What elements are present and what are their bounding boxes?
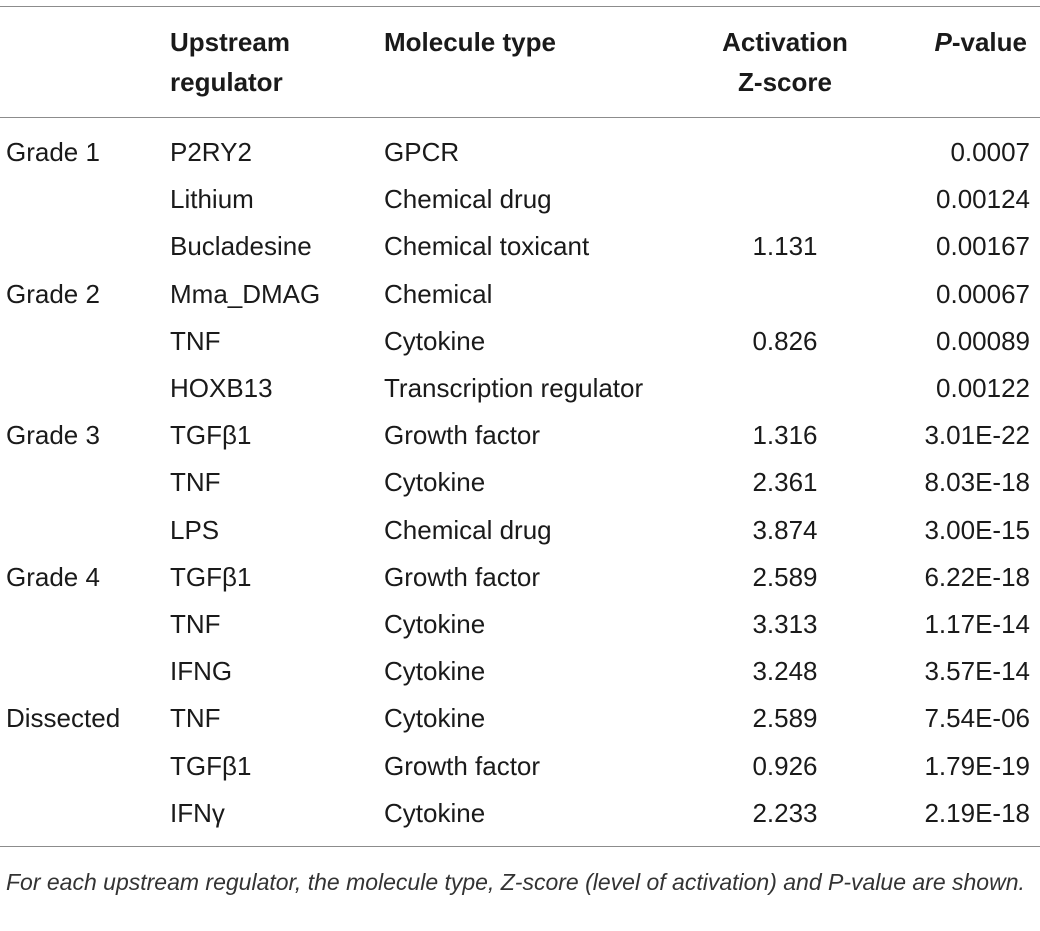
row-upstream-regulator: IFNG <box>170 656 233 687</box>
header-bottom-rule <box>0 117 1040 118</box>
row-upstream-regulator: Bucladesine <box>170 231 312 262</box>
row-molecule-type: Cytokine <box>384 703 486 734</box>
row-zscore: 1.131 <box>752 231 818 262</box>
row-molecule-type: Chemical drug <box>384 514 552 545</box>
row-molecule-type: Chemical <box>384 278 493 309</box>
row-p-value: 0.0007 <box>950 137 1030 167</box>
row-p-value: 2.19E-18 <box>924 797 1030 828</box>
row-p-value: 1.79E-19 <box>924 750 1030 781</box>
row-upstream-regulator: TGFβ1 <box>170 420 252 451</box>
row-p-value: 1.17E-14 <box>924 609 1030 639</box>
row-upstream-regulator: HOXB13 <box>170 373 273 403</box>
row-p-value: 0.00067 <box>936 278 1030 309</box>
row-zscore: 3.313 <box>752 609 818 639</box>
row-upstream-regulator: LPS <box>170 514 220 545</box>
row-p-value: 0.00089 <box>936 325 1030 356</box>
row-molecule-type: Cytokine <box>384 609 486 639</box>
header-activation-zscore: Activation Z-score <box>722 27 848 97</box>
table-caption: For each upstream regulator, the molecul… <box>6 869 1025 895</box>
row-group-label: Grade 4 <box>6 561 100 592</box>
row-p-value: 8.03E-18 <box>924 467 1030 498</box>
table-bottom-rule <box>0 846 1040 847</box>
row-p-value: 3.01E-22 <box>924 420 1030 451</box>
row-molecule-type: Growth factor <box>384 420 541 451</box>
row-molecule-type: Cytokine <box>384 656 486 687</box>
row-p-value: 3.00E-15 <box>924 514 1030 545</box>
row-upstream-regulator: P2RY2 <box>170 137 252 167</box>
header-p-rest: -value <box>951 27 1027 57</box>
row-p-value: 0.00124 <box>936 184 1030 215</box>
header-molecule-type: Molecule type <box>384 27 556 57</box>
row-p-value: 6.22E-18 <box>924 561 1030 592</box>
header-p-italic: P <box>934 27 952 57</box>
row-upstream-regulator: TGFβ1 <box>170 561 252 592</box>
row-upstream-regulator: TNF <box>170 703 221 734</box>
row-molecule-type: Growth factor <box>384 750 541 781</box>
row-group-label: Dissected <box>6 703 121 734</box>
row-p-value: 3.57E-14 <box>924 656 1030 687</box>
row-molecule-type: Chemical toxicant <box>384 231 590 262</box>
row-zscore: 2.361 <box>752 467 818 498</box>
row-upstream-regulator: TGFβ1 <box>170 750 252 781</box>
row-molecule-type: GPCR <box>384 137 460 167</box>
row-upstream-regulator: TNF <box>170 467 221 498</box>
row-group-label: Grade 1 <box>6 137 100 167</box>
row-zscore: 3.248 <box>752 656 818 687</box>
row-zscore: 0.926 <box>752 750 818 781</box>
row-upstream-regulator: TNF <box>170 609 221 639</box>
table-top-rule <box>0 6 1040 7</box>
row-upstream-regulator: TNF <box>170 325 221 356</box>
row-group-label: Grade 3 <box>6 420 100 451</box>
row-zscore: 0.826 <box>752 325 818 356</box>
row-zscore: 2.589 <box>752 561 818 592</box>
header-upstream-regulator: Upstream regulator <box>170 27 290 97</box>
row-molecule-type: Growth factor <box>384 561 541 592</box>
row-molecule-type: Chemical drug <box>384 184 552 215</box>
row-molecule-type: Cytokine <box>384 467 486 498</box>
row-p-value: 7.54E-06 <box>924 703 1030 734</box>
row-p-value: 0.00122 <box>936 373 1030 403</box>
row-molecule-type: Cytokine <box>384 325 486 356</box>
row-upstream-regulator: IFNγ <box>170 797 225 828</box>
row-molecule-type: Cytokine <box>384 797 486 828</box>
row-zscore: 1.316 <box>752 420 818 451</box>
row-zscore: 3.874 <box>752 514 818 545</box>
row-zscore: 2.589 <box>752 703 818 734</box>
row-zscore: 2.233 <box>752 797 818 828</box>
row-p-value: 0.00167 <box>936 231 1030 262</box>
row-upstream-regulator: Mma_DMAG <box>170 278 321 309</box>
row-upstream-regulator: Lithium <box>170 184 254 215</box>
header-p-value: P-value <box>900 22 1028 62</box>
row-group-label: Grade 2 <box>6 278 100 309</box>
row-molecule-type: Transcription regulator <box>384 373 644 403</box>
